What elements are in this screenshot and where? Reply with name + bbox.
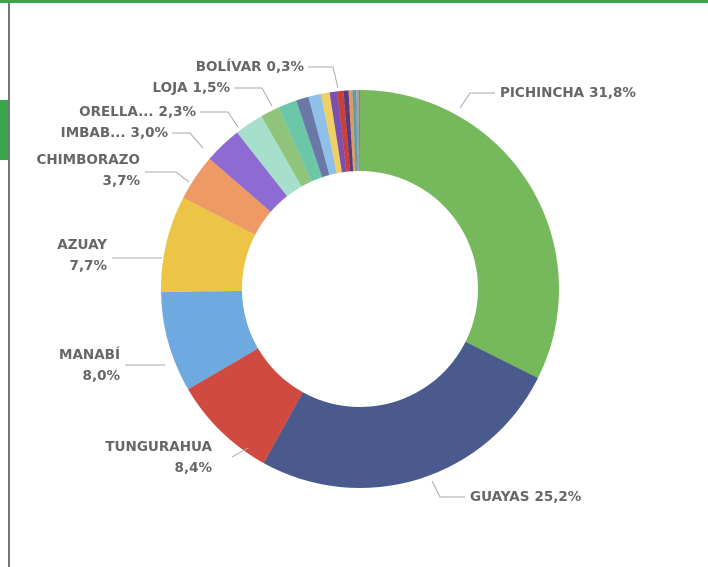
slice [183, 158, 271, 235]
slice-value-label: 8,0% [83, 368, 121, 384]
slice-label: CHIMBORAZO [36, 152, 140, 168]
leader-line [308, 66, 339, 89]
side-tab [0, 100, 9, 160]
slice-value-label: 31,8% [589, 85, 636, 101]
slice-category: BOLÍVAR [196, 58, 262, 75]
slice-label: BOLÍVAR 0,3% [196, 58, 305, 75]
slice [209, 132, 288, 212]
slice-category: GUAYAS [470, 489, 529, 505]
slice-category: PICHINCHA [500, 85, 585, 101]
slice-value-label: 2,3% [159, 104, 197, 120]
slice [337, 90, 351, 172]
slice [360, 90, 559, 379]
left-border [8, 3, 10, 567]
slice-value-label: 8,4% [175, 460, 213, 476]
slice [320, 92, 342, 174]
slice-label: ORELLA... 2,3% [79, 104, 196, 120]
slice [329, 91, 347, 173]
slice-label: LOJA 1,5% [152, 80, 230, 96]
slice-label: MANABÍ [59, 346, 120, 363]
slice-category: LOJA [152, 80, 188, 96]
top-border [0, 0, 708, 3]
slice-category: ORELLA... [79, 104, 153, 120]
slice [237, 116, 302, 197]
leader-line [172, 132, 204, 149]
leader-line [145, 171, 190, 183]
slice-value-label: 3,0% [131, 125, 169, 141]
slice [188, 348, 303, 464]
leader-line [231, 447, 249, 458]
slice-value-label: 3,7% [103, 173, 141, 189]
slice [358, 90, 360, 172]
leader-line [459, 92, 495, 109]
leader-line [200, 111, 239, 128]
leader-line [234, 87, 273, 107]
slice-label: PICHINCHA 31,8% [500, 85, 636, 101]
slice [261, 107, 312, 187]
slice-value-label: 1,5% [193, 80, 231, 96]
slice [161, 290, 259, 390]
slice [161, 197, 256, 293]
slice [263, 341, 538, 488]
slice-value-label: 7,7% [70, 258, 108, 274]
labels: PICHINCHA 31,8% GUAYAS 25,2% TUNGURAHUA 8,4% M… [36, 58, 636, 505]
slice [343, 90, 354, 172]
slice-label: TUNGURAHUA [105, 439, 212, 455]
slice-label: IMBAB... 3,0% [61, 125, 169, 141]
slice-value-label: 25,2% [534, 489, 581, 505]
leader-line [431, 480, 465, 498]
slice [308, 93, 337, 176]
slice-label: AZUAY [57, 237, 107, 253]
slices [161, 90, 559, 488]
slice [296, 96, 330, 178]
slice [352, 90, 358, 172]
slice [356, 90, 360, 172]
slice-category: IMBAB... [61, 125, 126, 141]
slice-value-label: 0,3% [267, 59, 305, 75]
slice [278, 100, 323, 182]
slice-label: GUAYAS 25,2% [470, 489, 582, 505]
slice [348, 90, 356, 172]
